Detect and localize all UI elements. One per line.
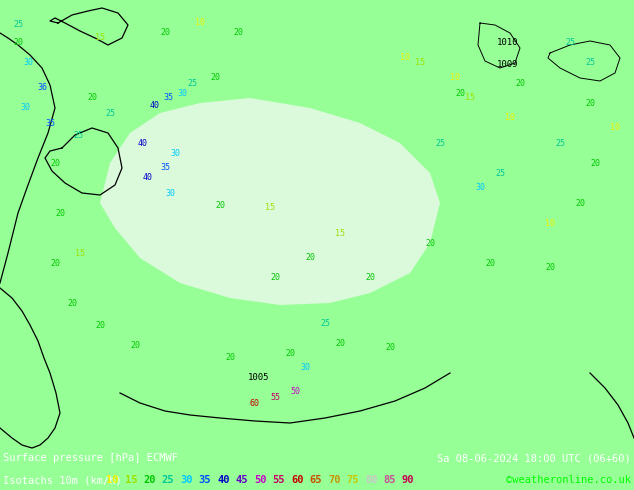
Text: 25: 25 (495, 169, 505, 177)
Text: 40: 40 (150, 100, 160, 109)
Text: 40: 40 (143, 173, 153, 182)
Text: 25: 25 (320, 318, 330, 327)
Text: 10: 10 (505, 114, 515, 122)
Text: 20: 20 (233, 28, 243, 38)
Text: 20: 20 (335, 339, 345, 347)
Text: 20: 20 (210, 74, 220, 82)
Text: 65: 65 (309, 475, 322, 485)
Text: 30: 30 (170, 148, 180, 157)
Text: 20: 20 (545, 264, 555, 272)
Text: 60: 60 (291, 475, 304, 485)
Text: 25: 25 (187, 78, 197, 88)
Text: 25: 25 (73, 130, 83, 140)
Text: ©weatheronline.co.uk: ©weatheronline.co.uk (506, 475, 631, 485)
Text: 36: 36 (37, 83, 47, 93)
Text: 30: 30 (20, 103, 30, 113)
Text: 25: 25 (162, 475, 174, 485)
Text: 20: 20 (425, 239, 435, 247)
Text: Isotachs 10m (km/h): Isotachs 10m (km/h) (3, 475, 122, 485)
Text: 20: 20 (575, 198, 585, 207)
Text: 25: 25 (105, 108, 115, 118)
Text: 80: 80 (365, 475, 377, 485)
Text: 25: 25 (555, 139, 565, 147)
Text: 15: 15 (75, 248, 85, 258)
Text: 20: 20 (270, 273, 280, 283)
Text: 50: 50 (254, 475, 266, 485)
Text: 90: 90 (402, 475, 415, 485)
Text: 20: 20 (50, 158, 60, 168)
Text: 20: 20 (515, 78, 525, 88)
Text: 25: 25 (13, 21, 23, 29)
Text: 30: 30 (23, 58, 33, 68)
Text: 15: 15 (265, 203, 275, 213)
Text: 20: 20 (87, 94, 97, 102)
Text: 35: 35 (198, 475, 211, 485)
Text: 50: 50 (290, 387, 300, 395)
Text: 20: 20 (95, 320, 105, 329)
Text: 20: 20 (215, 200, 225, 210)
Text: 60: 60 (250, 398, 260, 408)
Text: 20: 20 (285, 348, 295, 358)
Text: 10: 10 (545, 219, 555, 227)
Text: 30: 30 (475, 183, 485, 193)
Text: 10: 10 (195, 19, 205, 27)
Text: 35: 35 (45, 119, 55, 127)
Text: 10: 10 (610, 123, 620, 132)
Text: 15: 15 (415, 58, 425, 68)
Text: 20: 20 (225, 353, 235, 363)
Text: 10: 10 (450, 74, 460, 82)
Text: 85: 85 (384, 475, 396, 485)
Text: 45: 45 (235, 475, 248, 485)
Text: 20: 20 (160, 28, 170, 38)
Text: 35: 35 (160, 164, 170, 172)
Text: 40: 40 (217, 475, 230, 485)
Polygon shape (100, 98, 440, 305)
Text: 10: 10 (106, 475, 119, 485)
Text: 20: 20 (143, 475, 155, 485)
Text: 55: 55 (273, 475, 285, 485)
Text: 1005: 1005 (248, 373, 269, 383)
Text: 30: 30 (300, 364, 310, 372)
Text: 30: 30 (177, 89, 187, 98)
Text: 20: 20 (585, 98, 595, 107)
Text: 55: 55 (270, 393, 280, 402)
Text: 25: 25 (585, 58, 595, 68)
Text: 35: 35 (163, 94, 173, 102)
Text: 20: 20 (365, 273, 375, 283)
Text: 15: 15 (465, 94, 475, 102)
Text: 20: 20 (130, 341, 140, 349)
Text: 20: 20 (485, 259, 495, 268)
Text: 15: 15 (124, 475, 137, 485)
Text: 70: 70 (328, 475, 340, 485)
Text: 20: 20 (55, 209, 65, 218)
Text: 1010: 1010 (497, 39, 519, 48)
Text: Surface pressure [hPa] ECMWF: Surface pressure [hPa] ECMWF (3, 453, 178, 463)
Text: 15: 15 (335, 228, 345, 238)
Text: 20: 20 (590, 158, 600, 168)
Text: 20: 20 (305, 253, 315, 263)
Text: 20: 20 (455, 89, 465, 98)
Text: 40: 40 (138, 139, 148, 147)
Text: 20: 20 (50, 259, 60, 268)
Text: 15: 15 (95, 33, 105, 43)
Text: 1009: 1009 (497, 60, 519, 70)
Text: 30: 30 (180, 475, 193, 485)
Text: 20: 20 (385, 343, 395, 352)
Text: 10: 10 (400, 53, 410, 63)
Text: 75: 75 (347, 475, 359, 485)
Text: 20: 20 (67, 298, 77, 308)
Text: 20: 20 (13, 39, 23, 48)
Text: 30: 30 (165, 189, 175, 197)
Text: Sa 08-06-2024 18:00 UTC (06+60): Sa 08-06-2024 18:00 UTC (06+60) (437, 453, 631, 463)
Text: 25: 25 (435, 139, 445, 147)
Text: 25: 25 (565, 39, 575, 48)
